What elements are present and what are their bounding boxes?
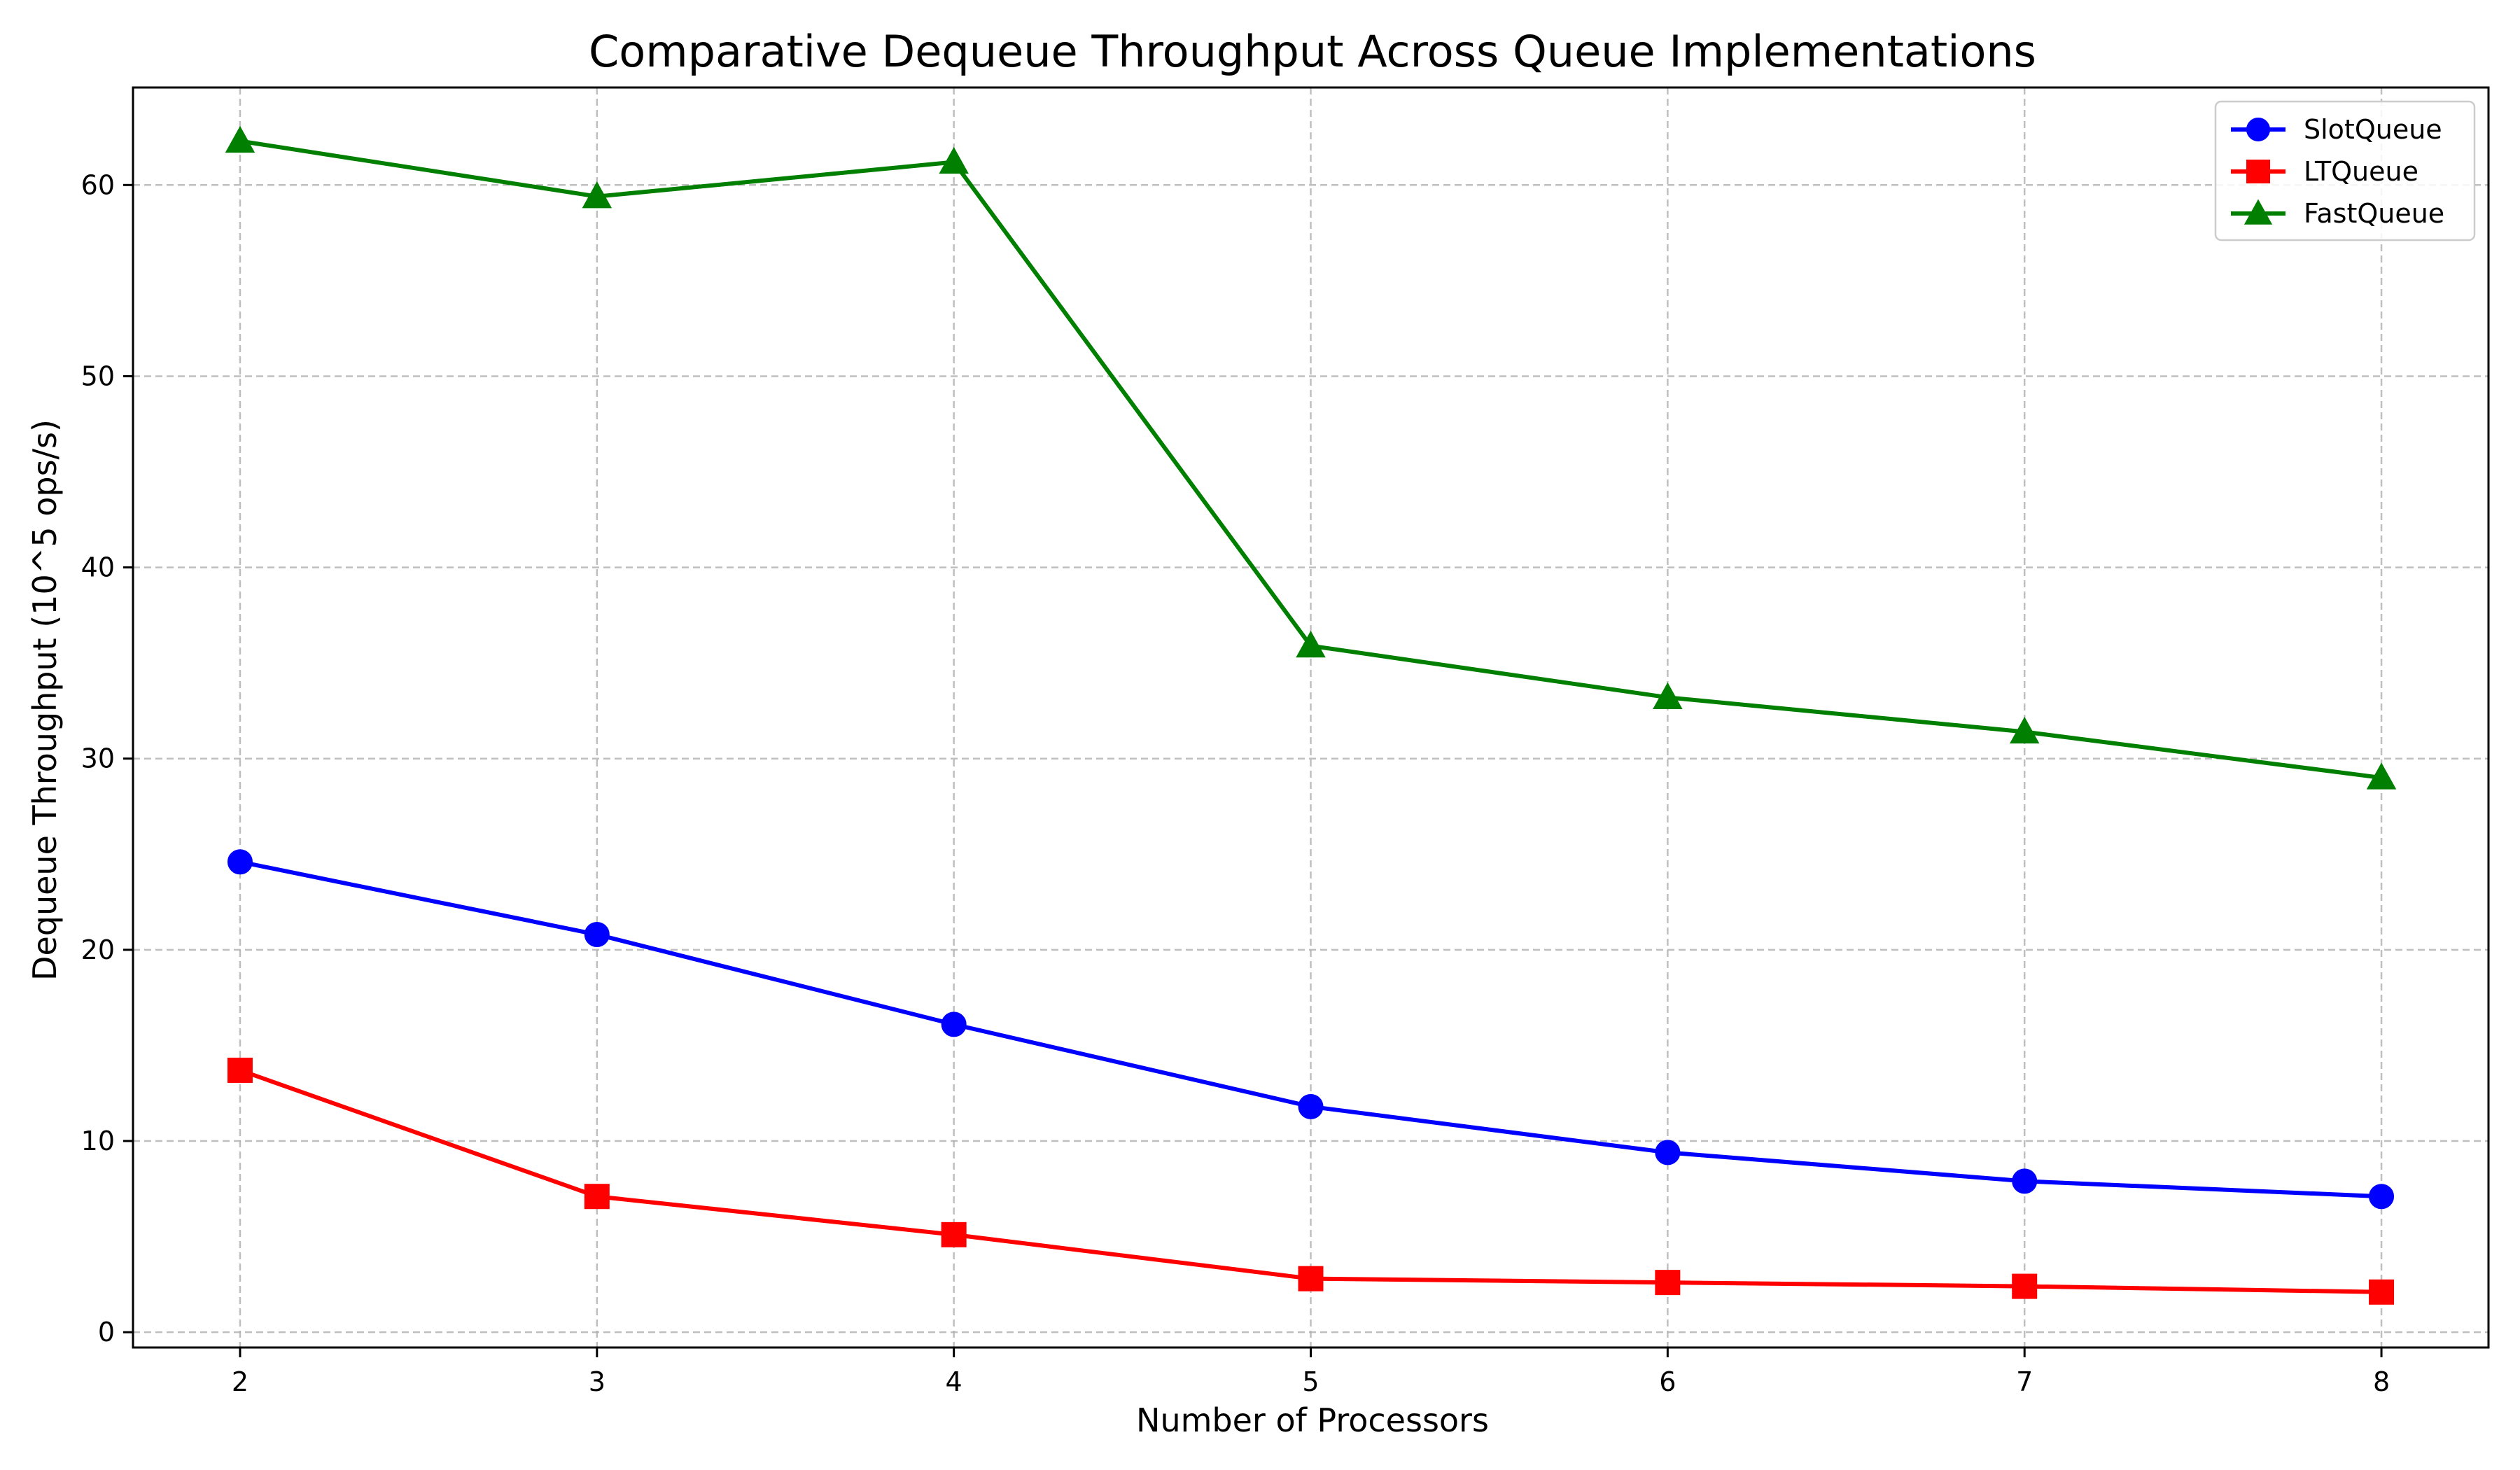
legend-label-fastqueue: FastQueue	[2304, 198, 2444, 229]
x-tick-label: 8	[2373, 1366, 2390, 1397]
legend: SlotQueue LTQueue FastQueue	[2214, 100, 2476, 241]
axes: 2 3 4 5 6 7 8 0 10 20 30 40 50 60	[81, 86, 2490, 1397]
data-point-ltqueue	[227, 1057, 253, 1083]
chart-title: Comparative Dequeue Throughput Across Qu…	[589, 26, 2036, 77]
legend-label-ltqueue: LTQueue	[2304, 156, 2418, 187]
data-point-slotqueue	[1298, 1093, 1324, 1119]
data-point-ltqueue	[941, 1222, 967, 1247]
legend-box	[2214, 100, 2476, 241]
legend-marker-ltqueue	[2246, 160, 2270, 183]
legend-marker-fastqueue	[2244, 199, 2273, 225]
data-point-ltqueue	[584, 1184, 610, 1210]
data-point-ltqueue	[2012, 1273, 2038, 1299]
x-tick-label: 7	[2016, 1366, 2033, 1397]
x-tick-label: 4	[946, 1366, 962, 1397]
legend-marker-slotqueue	[2246, 118, 2270, 141]
data-point-ltqueue	[2369, 1279, 2395, 1305]
x-tick-label: 6	[1659, 1366, 1676, 1397]
y-tick-label: 50	[81, 360, 115, 391]
data-point-fastqueue	[582, 181, 612, 209]
data-point-fastqueue	[939, 146, 969, 174]
data-point-slotqueue	[584, 922, 610, 948]
data-point-slotqueue	[1655, 1140, 1681, 1166]
data-point-ltqueue	[1298, 1266, 1324, 1292]
x-tick-label: 3	[589, 1366, 606, 1397]
data-point-fastqueue	[1296, 630, 1326, 658]
x-tick-label: 5	[1302, 1366, 1319, 1397]
x-axis-label: Number of Processors	[1136, 1401, 1489, 1439]
legend-label-slotqueue: SlotQueue	[2304, 114, 2442, 145]
data-point-slotqueue	[2012, 1168, 2038, 1194]
legend-item-fastqueue: FastQueue	[2231, 198, 2444, 229]
y-tick-label: 40	[81, 552, 115, 583]
data-point-slotqueue	[941, 1011, 967, 1037]
data-point-fastqueue	[225, 125, 255, 153]
y-tick-label: 60	[81, 169, 115, 200]
series-layer	[225, 125, 2397, 1305]
series-slotqueue	[227, 849, 2395, 1210]
y-tick-label: 10	[81, 1126, 115, 1156]
y-tick-label: 0	[98, 1317, 115, 1348]
series-fastqueue	[225, 125, 2397, 790]
y-axis-label: Dequeue Throughput (10^5 ops/s)	[26, 419, 64, 981]
legend-item-ltqueue: LTQueue	[2231, 156, 2418, 187]
data-point-slotqueue	[2369, 1184, 2395, 1210]
data-point-fastqueue	[1653, 682, 1683, 709]
y-tick-label: 20	[81, 934, 115, 965]
legend-item-slotqueue: SlotQueue	[2231, 114, 2442, 145]
x-tick-label: 2	[232, 1366, 248, 1397]
y-tick-label: 30	[81, 743, 115, 774]
data-point-ltqueue	[1655, 1270, 1681, 1296]
data-point-slotqueue	[227, 849, 253, 875]
series-ltqueue	[227, 1057, 2395, 1305]
data-point-fastqueue	[2009, 716, 2040, 744]
data-point-fastqueue	[2366, 762, 2397, 790]
